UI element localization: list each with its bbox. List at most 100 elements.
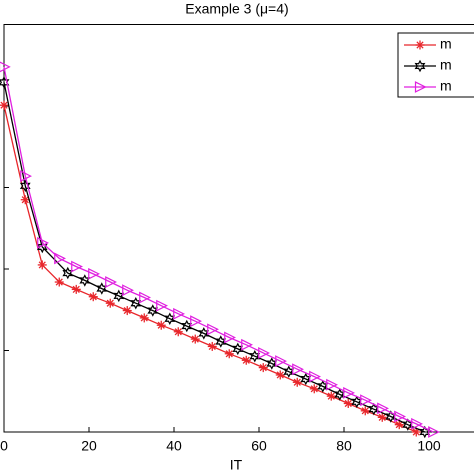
marker-stroke (344, 399, 352, 408)
marker (258, 347, 270, 359)
marker-shape (122, 284, 134, 297)
marker (0, 100, 9, 110)
marker (414, 81, 427, 93)
marker (190, 334, 200, 344)
marker-shape (275, 355, 287, 368)
legend: mmm (397, 32, 474, 98)
plot-area (3, 24, 474, 433)
marker-shape (428, 426, 440, 438)
marker (88, 292, 98, 302)
marker (71, 284, 81, 294)
chart-title: Example 3 (μ=4) (185, 1, 288, 17)
marker (275, 370, 285, 380)
marker-shape (190, 315, 202, 328)
marker-shape (54, 252, 66, 265)
marker-stroke (361, 407, 369, 415)
marker-stroke (0, 101, 8, 109)
marker-stroke (157, 321, 165, 329)
marker (122, 306, 132, 316)
marker (326, 391, 336, 401)
marker-shape (20, 170, 32, 183)
marker-shape (309, 370, 321, 383)
marker-shape (19, 179, 31, 193)
marker (411, 417, 423, 430)
marker-shape (173, 307, 185, 320)
marker (173, 307, 185, 320)
marker-shape (241, 338, 253, 351)
marker (54, 277, 64, 287)
marker (54, 252, 66, 265)
marker (20, 170, 32, 183)
marker-stroke (242, 356, 250, 364)
x-tick-label: 100 (417, 438, 441, 454)
marker (428, 426, 440, 438)
marker-shape (207, 323, 219, 336)
marker-stroke (21, 196, 29, 204)
marker (0, 61, 11, 73)
marker (207, 323, 219, 336)
marker (360, 394, 372, 407)
marker-shape (37, 236, 49, 249)
legend-label: m (440, 36, 452, 52)
marker (394, 420, 404, 430)
marker-shape (0, 76, 10, 89)
marker-shape (0, 61, 11, 73)
marker (71, 260, 83, 273)
marker-stroke (276, 371, 284, 379)
marker (122, 284, 134, 297)
marker-shape (71, 260, 83, 273)
x-tick-label: 80 (336, 438, 352, 454)
marker (326, 378, 338, 391)
marker-shape (139, 291, 151, 304)
marker-shape (156, 299, 168, 312)
marker (139, 313, 149, 323)
marker-stroke (259, 364, 267, 372)
marker (414, 59, 426, 73)
marker-stroke (123, 306, 131, 315)
marker-stroke (327, 392, 335, 400)
marker (105, 276, 117, 288)
marker (190, 315, 202, 328)
marker-shape (258, 347, 270, 359)
marker-shape (224, 331, 236, 344)
marker-stroke (174, 328, 182, 336)
marker-shape (88, 267, 100, 280)
marker (258, 363, 268, 373)
marker-shape (414, 81, 427, 93)
marker-stroke (208, 342, 216, 351)
marker (156, 320, 166, 330)
marker (309, 370, 321, 383)
x-tick-label: 40 (166, 438, 182, 454)
legend-label: m (440, 78, 452, 94)
legend-label: m (440, 57, 452, 73)
legend-box (397, 32, 474, 98)
marker (0, 76, 10, 89)
marker-shape (411, 417, 423, 430)
marker (292, 363, 304, 376)
marker (37, 236, 49, 249)
marker-stroke (72, 285, 80, 293)
marker (241, 355, 251, 365)
marker-stroke (416, 41, 424, 49)
marker-stroke (38, 261, 46, 269)
marker-shape (394, 410, 406, 423)
marker-stroke (140, 314, 148, 322)
series-line (3, 105, 417, 433)
marker (105, 298, 115, 308)
marker-shape (105, 276, 117, 288)
marker (275, 355, 287, 368)
marker-stroke (378, 413, 386, 421)
marker-stroke (106, 299, 114, 307)
marker-stroke (310, 385, 318, 393)
x-tick-label: 60 (251, 438, 267, 454)
marker-stroke (191, 335, 199, 343)
marker (156, 299, 168, 312)
marker-stroke (293, 378, 301, 386)
marker (377, 412, 387, 422)
series-line (3, 82, 426, 433)
marker (139, 291, 151, 304)
marker-shape (326, 378, 338, 391)
marker (377, 402, 389, 415)
marker (88, 267, 100, 280)
